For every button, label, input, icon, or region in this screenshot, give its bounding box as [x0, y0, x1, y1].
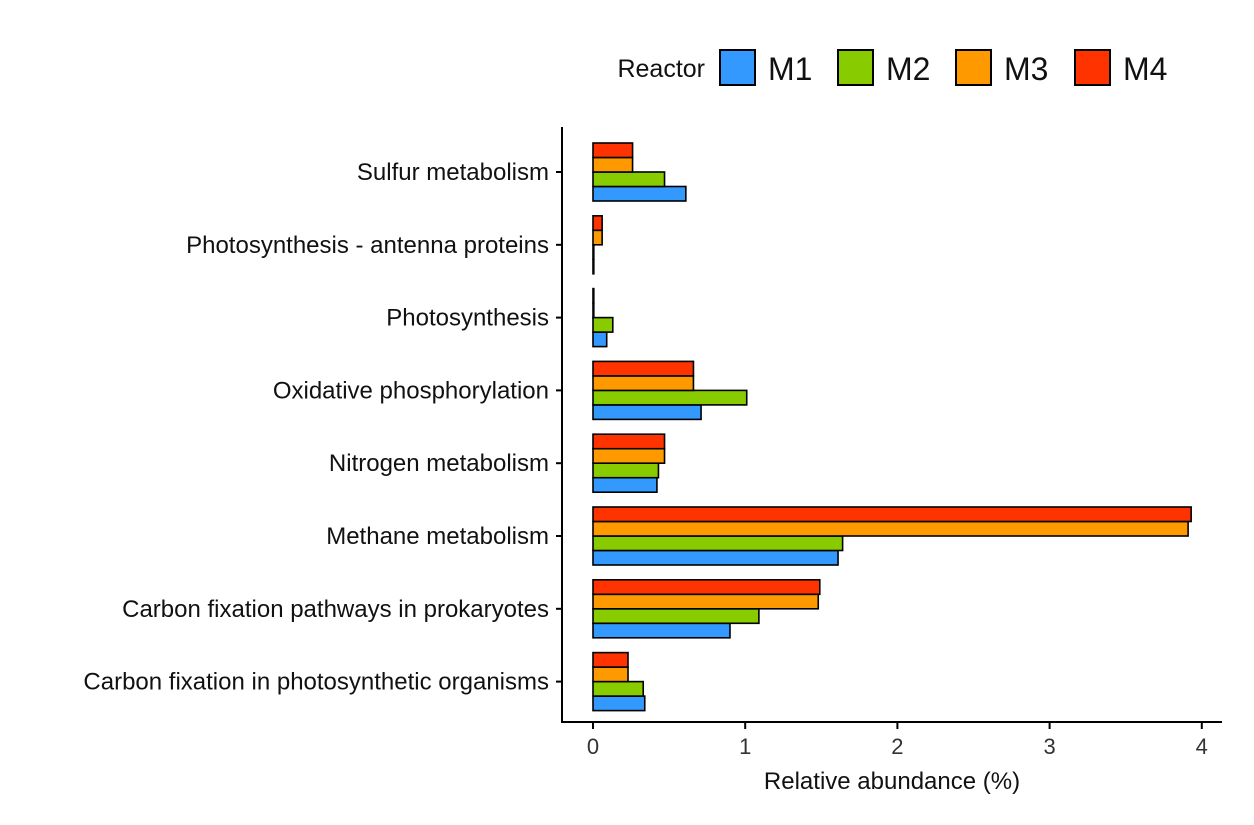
bar-m4 — [592, 578, 821, 596]
category-label: Carbon fixation pathways in prokaryotes — [122, 596, 549, 623]
legend-swatch-m3 — [955, 49, 992, 86]
bar-m3 — [592, 593, 820, 610]
bar-m3 — [592, 520, 1189, 537]
x-tick-label: 0 — [587, 734, 599, 759]
bar-m1 — [592, 549, 839, 566]
category-label: Sulfur metabolism — [357, 159, 549, 186]
bar-m1 — [592, 185, 687, 202]
x-tick-label: 1 — [739, 734, 751, 759]
bar-m2 — [592, 535, 844, 552]
bar-m2 — [592, 389, 748, 406]
category-label: Oxidative phosphorylation — [273, 377, 549, 404]
bar-m1 — [592, 404, 702, 421]
bar-m1 — [592, 476, 658, 494]
bar-m2 — [592, 171, 666, 188]
x-tick-label: 2 — [891, 734, 903, 759]
bar-m3 — [592, 447, 666, 465]
axes — [561, 127, 1222, 723]
bar-m2 — [592, 244, 595, 261]
bar-m4 — [592, 506, 1192, 523]
bar-m4 — [592, 651, 629, 668]
legend-label-m1: M1 — [768, 51, 812, 87]
category-label: Methane metabolism — [326, 523, 549, 550]
bar-m1 — [592, 331, 608, 348]
legend-swatch-m4 — [1074, 49, 1111, 86]
legend: Reactor M1 M2 M3 M4 — [617, 49, 1167, 87]
legend-label-m4: M4 — [1123, 51, 1167, 87]
bar-m4 — [592, 215, 603, 232]
legend-swatch-m2 — [837, 49, 874, 86]
bar-m4 — [592, 360, 695, 377]
bar-m3 — [592, 302, 595, 319]
axis-lines — [561, 127, 1222, 723]
bar-m2 — [592, 316, 614, 333]
bar-m1 — [592, 258, 595, 275]
legend-label-m2: M2 — [886, 51, 930, 87]
bar-m4 — [592, 142, 634, 159]
category-label: Carbon fixation in photosynthetic organi… — [83, 669, 549, 696]
bar-m2 — [592, 680, 645, 697]
legend-swatch-m1 — [719, 49, 756, 86]
category-labels: Sulfur metabolism Photosynthesis - antenn… — [83, 159, 549, 696]
x-ticks: 0 1 2 3 4 — [587, 722, 1208, 759]
bar-m2 — [592, 462, 660, 479]
x-tick-label: 4 — [1196, 734, 1208, 759]
bar-m1 — [592, 622, 731, 639]
category-label: Photosynthesis - antenna proteins — [186, 232, 549, 259]
bar-m3 — [592, 666, 629, 683]
x-axis-title: Relative abundance (%) — [764, 768, 1020, 795]
bar-m4 — [592, 433, 666, 450]
bar-m3 — [592, 229, 603, 246]
bar-m2 — [592, 607, 760, 625]
bar-m4 — [592, 287, 595, 304]
bar-m3 — [592, 156, 634, 173]
legend-label-m3: M3 — [1004, 51, 1048, 87]
bars — [556, 142, 1192, 712]
legend-title: Reactor — [617, 55, 705, 83]
bar-m1 — [592, 695, 646, 712]
category-label: Nitrogen metabolism — [329, 450, 549, 477]
bar-m3 — [592, 375, 695, 392]
x-tick-label: 3 — [1043, 734, 1055, 759]
category-label: Photosynthesis — [386, 305, 549, 332]
